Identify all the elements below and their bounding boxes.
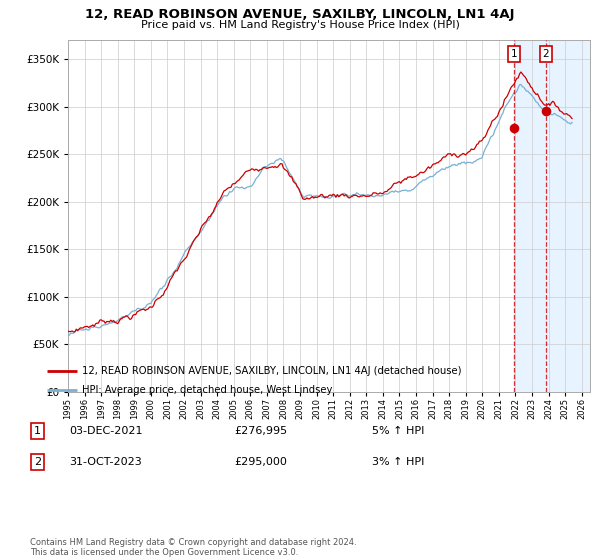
Point (541, 107, 551, 116)
Text: 2: 2 (542, 49, 549, 59)
Text: 03-DEC-2021: 03-DEC-2021 (69, 426, 143, 436)
Text: 12, READ ROBINSON AVENUE, SAXILBY, LINCOLN, LN1 4AJ (detached house): 12, READ ROBINSON AVENUE, SAXILBY, LINCO… (82, 366, 461, 376)
Point (509, 124, 519, 133)
Text: 5% ↑ HPI: 5% ↑ HPI (372, 426, 424, 436)
Text: 2: 2 (34, 457, 41, 467)
Bar (514, 40, 590, 392)
Text: £276,995: £276,995 (234, 426, 287, 436)
Text: 12, READ ROBINSON AVENUE, SAXILBY, LINCOLN, LN1 4AJ: 12, READ ROBINSON AVENUE, SAXILBY, LINCO… (85, 8, 515, 21)
Text: 31-OCT-2023: 31-OCT-2023 (69, 457, 142, 467)
Text: 1: 1 (34, 426, 41, 436)
Text: 3% ↑ HPI: 3% ↑ HPI (372, 457, 424, 467)
Text: HPI: Average price, detached house, West Lindsey: HPI: Average price, detached house, West… (82, 385, 332, 394)
Text: 1: 1 (511, 49, 517, 59)
Text: Contains HM Land Registry data © Crown copyright and database right 2024.
This d: Contains HM Land Registry data © Crown c… (30, 538, 356, 557)
Text: £295,000: £295,000 (234, 457, 287, 467)
Text: Price paid vs. HM Land Registry's House Price Index (HPI): Price paid vs. HM Land Registry's House … (140, 20, 460, 30)
